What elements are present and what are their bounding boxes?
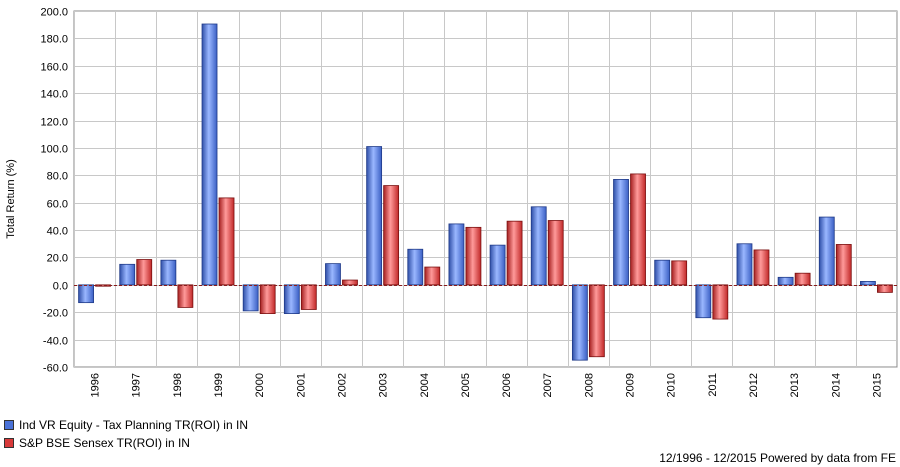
legend-label-fund: Ind VR Equity - Tax Planning TR(ROI) in … xyxy=(19,418,248,432)
x-tick-label: 2008 xyxy=(583,373,595,397)
bar-benchmark-2002 xyxy=(342,279,358,286)
footer-credit: 12/1996 - 12/2015 Powered by data from F… xyxy=(659,451,896,465)
bar-benchmark-1998 xyxy=(177,284,194,308)
bar-fund-2010 xyxy=(654,259,671,286)
grid xyxy=(73,10,898,368)
x-tick-label: 2010 xyxy=(666,373,678,397)
bar-fund-2015 xyxy=(860,281,876,286)
bar-fund-2004 xyxy=(407,248,424,286)
x-tick-label: 2014 xyxy=(830,373,842,397)
bar-benchmark-1999 xyxy=(218,197,235,286)
bar-fund-1999 xyxy=(201,23,218,286)
y-tick-label: 160.0 xyxy=(40,62,68,74)
y-tick-label: 140.0 xyxy=(40,89,68,101)
bar-fund-2014 xyxy=(818,216,835,286)
x-tick-label: 1999 xyxy=(213,373,225,397)
y-tick-label: -20.0 xyxy=(43,308,68,320)
y-tick-label: 80.0 xyxy=(47,171,68,183)
bar-benchmark-2014 xyxy=(835,244,852,286)
x-tick-labels: 1996 1997 1998 1999 2000 2001 2002 2003 2004 2005… xyxy=(90,373,884,397)
bar-benchmark-2006 xyxy=(506,220,523,286)
y-tick-label: 100.0 xyxy=(40,144,68,156)
legend-item-fund: Ind VR Equity - Tax Planning TR(ROI) in … xyxy=(4,418,248,432)
bar-benchmark-2012 xyxy=(753,249,770,286)
bar-benchmark-2007 xyxy=(547,220,564,286)
bar-fund-1998 xyxy=(160,259,177,286)
y-tick-label: 40.0 xyxy=(47,226,68,238)
y-tick-label: 20.0 xyxy=(47,253,68,265)
bar-benchmark-2001 xyxy=(300,284,317,310)
bars xyxy=(78,23,893,361)
x-tick-label: 2006 xyxy=(501,373,513,397)
bar-fund-2009 xyxy=(613,179,629,286)
y-tick-label: 120.0 xyxy=(40,117,68,129)
bar-benchmark-2010 xyxy=(671,260,688,286)
x-tick-label: 1997 xyxy=(131,373,143,397)
x-tick-label: 2007 xyxy=(542,373,554,397)
bar-benchmark-2008 xyxy=(588,284,605,358)
bar-fund-2000 xyxy=(242,284,259,312)
x-tick-label: 2002 xyxy=(336,373,348,397)
bar-benchmark-2013 xyxy=(794,272,811,286)
y-tick-label: -40.0 xyxy=(43,336,68,348)
y-tick-label: 180.0 xyxy=(40,34,68,46)
legend-label-benchmark: S&P BSE Sensex TR(ROI) in IN xyxy=(19,436,190,450)
x-tick-label: 2000 xyxy=(254,373,266,397)
y-axis-label: Total Return (%) xyxy=(5,159,17,238)
bar-benchmark-2004 xyxy=(424,266,441,286)
y-tick-labels: -60.0 -40.0 -20.0 0.0 20.0 40.0 60.0 80.0 100.0 1… xyxy=(40,7,68,375)
bar-fund-2001 xyxy=(283,284,300,315)
bar-fund-2006 xyxy=(489,244,506,286)
bar-benchmark-2005 xyxy=(465,226,482,286)
bar-fund-1997 xyxy=(119,263,136,286)
x-tick-label: 1998 xyxy=(172,373,184,397)
bar-fund-2005 xyxy=(448,223,465,286)
bar-benchmark-1996 xyxy=(95,284,111,287)
bar-benchmark-2011 xyxy=(712,284,729,320)
x-tick-label: 2003 xyxy=(378,373,390,397)
x-tick-label: 2005 xyxy=(460,373,472,397)
x-tick-label: 2015 xyxy=(871,373,883,397)
bar-fund-2013 xyxy=(777,276,794,286)
x-tick-label: 2011 xyxy=(707,373,719,397)
bar-benchmark-2009 xyxy=(630,173,646,286)
legend-swatch-benchmark xyxy=(4,438,14,448)
x-tick-label: 2009 xyxy=(625,373,637,397)
y-tick-label: -60.0 xyxy=(43,363,68,375)
legend-swatch-fund xyxy=(4,420,14,430)
bar-fund-2002 xyxy=(325,263,341,286)
x-tick-label: 2012 xyxy=(748,373,760,397)
legend-item-benchmark: S&P BSE Sensex TR(ROI) in IN xyxy=(4,436,190,450)
y-tick-label: 200.0 xyxy=(40,7,68,19)
x-tick-label: 2004 xyxy=(419,373,431,397)
bar-benchmark-2000 xyxy=(259,284,276,315)
y-tick-label: 60.0 xyxy=(47,199,68,211)
bar-fund-2011 xyxy=(695,284,712,319)
x-tick-label: 1996 xyxy=(90,373,102,397)
bar-fund-1996 xyxy=(78,284,94,304)
bar-fund-2003 xyxy=(366,146,383,286)
x-tick-label: 2001 xyxy=(295,373,307,397)
bar-benchmark-1997 xyxy=(136,259,153,286)
bar-fund-2012 xyxy=(736,243,753,286)
bar-benchmark-2003 xyxy=(383,185,400,286)
x-tick-label: 2013 xyxy=(789,373,801,397)
y-tick-label: 0.0 xyxy=(53,281,68,293)
bar-fund-2008 xyxy=(571,284,588,361)
bar-benchmark-2015 xyxy=(877,284,893,293)
bar-fund-2007 xyxy=(530,206,547,286)
